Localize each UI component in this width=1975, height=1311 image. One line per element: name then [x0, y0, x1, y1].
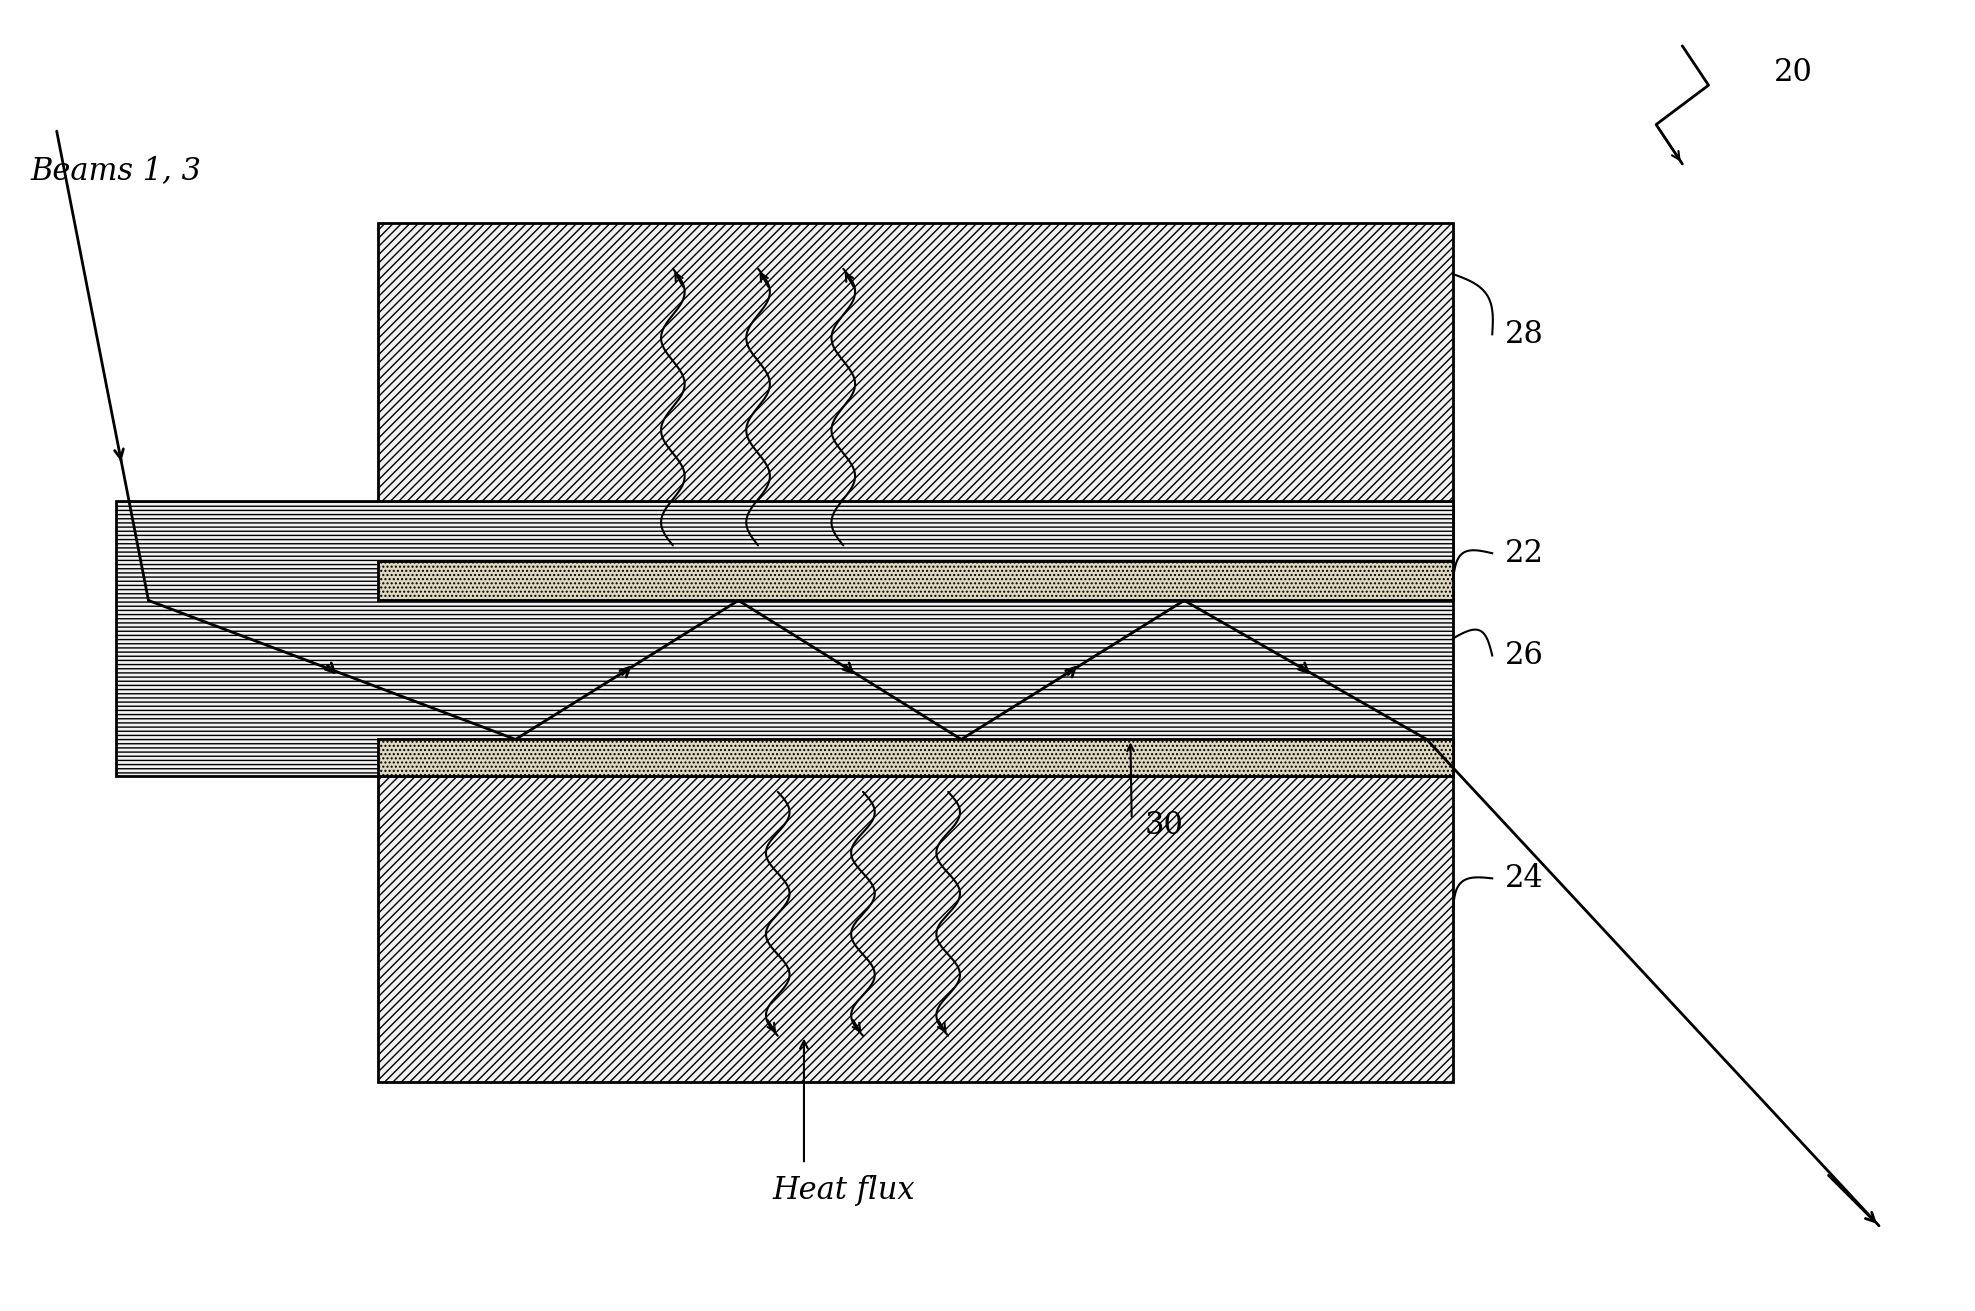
- Bar: [377, 223, 1454, 564]
- Bar: [117, 501, 1454, 776]
- Text: 20: 20: [1774, 56, 1813, 88]
- Text: 24: 24: [1505, 863, 1544, 894]
- Text: 22: 22: [1505, 538, 1544, 569]
- Text: 30: 30: [1146, 810, 1183, 842]
- Bar: [377, 741, 1454, 1082]
- Bar: [377, 739, 1454, 776]
- Bar: [377, 561, 1454, 600]
- Text: 26: 26: [1505, 640, 1544, 671]
- Text: Heat flux: Heat flux: [772, 1175, 914, 1206]
- Text: 28: 28: [1505, 319, 1544, 350]
- Text: Beams 1, 3: Beams 1, 3: [30, 155, 201, 186]
